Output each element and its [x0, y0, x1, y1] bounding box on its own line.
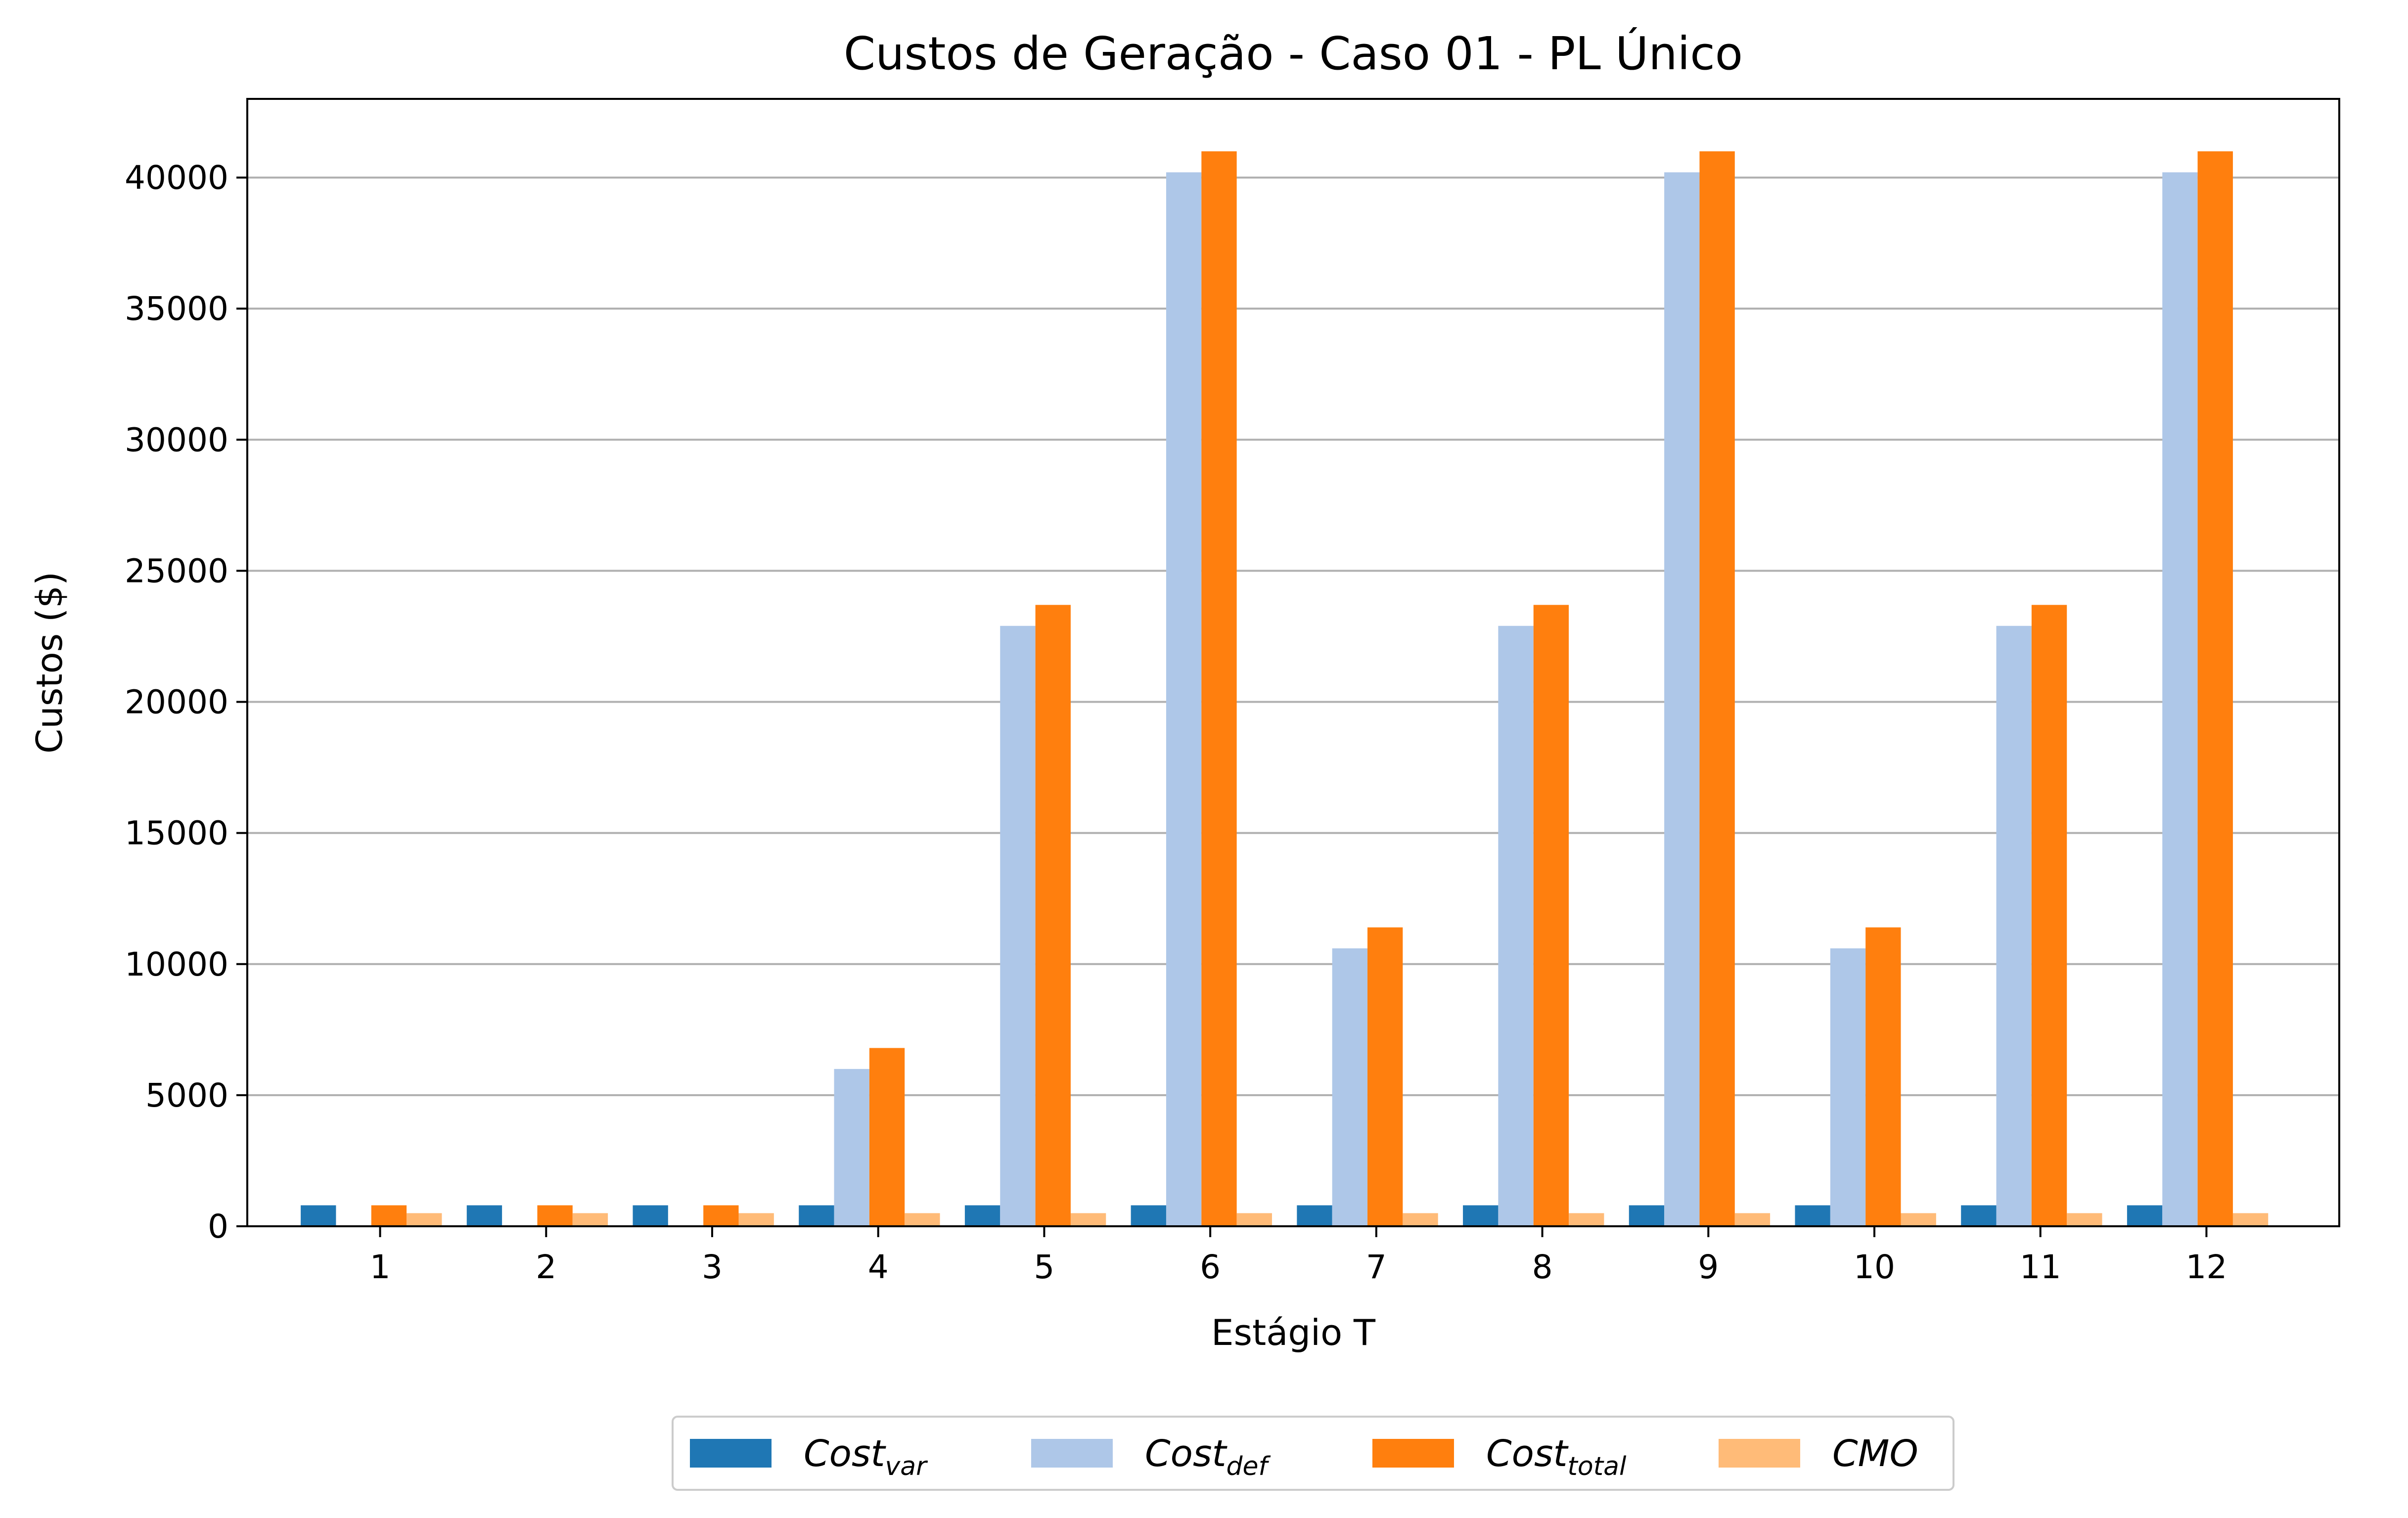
- bar-cmo-2: [572, 1213, 608, 1226]
- y-tick-label: 35000: [125, 290, 228, 328]
- bar-def-5: [1000, 625, 1036, 1226]
- bar-var-11: [1961, 1205, 1997, 1226]
- y-tick-label: 0: [208, 1207, 228, 1246]
- legend-label: Costdef: [1145, 1432, 1271, 1481]
- bar-var-2: [466, 1205, 502, 1226]
- legend-label: Costtotal: [1486, 1432, 1627, 1481]
- bar-def-4: [834, 1069, 869, 1226]
- bar-total-9: [1699, 151, 1735, 1227]
- x-axis-label: Estágio T: [1211, 1312, 1376, 1353]
- bar-cmo-6: [1236, 1213, 1272, 1226]
- bar-total-4: [869, 1048, 905, 1226]
- bar-var-6: [1131, 1205, 1166, 1226]
- legend-swatch: [1719, 1439, 1800, 1468]
- y-axis-label: Custos ($): [29, 572, 70, 754]
- y-tick-label: 10000: [125, 945, 228, 983]
- legend-swatch: [1031, 1439, 1113, 1468]
- bar-cmo-3: [738, 1213, 774, 1226]
- bar-cmo-11: [2067, 1213, 2102, 1226]
- bar-cmo-9: [1734, 1213, 1771, 1226]
- legend-box: [672, 1416, 1954, 1491]
- bar-cmo-12: [2232, 1213, 2269, 1226]
- bar-def-8: [1498, 625, 1534, 1226]
- grid-lines: [247, 177, 2339, 1096]
- bar-def-10: [1830, 948, 1866, 1226]
- legend-swatch: [1372, 1439, 1454, 1468]
- bar-cmo-7: [1403, 1213, 1438, 1226]
- bar-def-11: [1996, 625, 2032, 1226]
- bar-var-5: [964, 1205, 1000, 1226]
- bars: [301, 151, 2269, 1227]
- bar-total-11: [2031, 605, 2067, 1226]
- x-tick-label: 6: [1200, 1248, 1221, 1286]
- x-tick-label: 2: [536, 1248, 556, 1286]
- legend-label: Costvar: [804, 1432, 928, 1481]
- bar-total-5: [1035, 605, 1071, 1226]
- x-tick-label: 3: [702, 1248, 723, 1286]
- x-tick-label: 9: [1698, 1248, 1719, 1286]
- bar-var-10: [1795, 1205, 1830, 1226]
- y-tick-label: 5000: [145, 1076, 228, 1115]
- legend-swatch: [690, 1439, 772, 1468]
- bar-total-2: [537, 1205, 573, 1226]
- bar-def-12: [2162, 172, 2198, 1227]
- x-tick-label: 5: [1034, 1248, 1054, 1286]
- chart-title: Custos de Geração - Caso 01 - PL Único: [844, 26, 1743, 80]
- bar-total-12: [2197, 151, 2233, 1227]
- plot-frame: [246, 98, 2340, 1227]
- bar-var-12: [2127, 1205, 2163, 1226]
- x-tick-label: 11: [2020, 1248, 2061, 1286]
- bar-total-7: [1367, 927, 1403, 1226]
- x-tick-label: 7: [1366, 1248, 1387, 1286]
- bar-var-9: [1629, 1205, 1665, 1226]
- bar-def-9: [1664, 172, 1700, 1227]
- bar-total-1: [371, 1205, 407, 1226]
- y-tick-label: 15000: [125, 814, 228, 852]
- y-tick-label: 25000: [125, 552, 228, 590]
- x-tick-label: 1: [370, 1248, 391, 1286]
- bar-cmo-10: [1901, 1213, 1936, 1226]
- legend-label: CMO: [1832, 1432, 1918, 1475]
- bar-var-8: [1463, 1205, 1499, 1226]
- bar-cmo-4: [905, 1213, 940, 1226]
- bar-total-6: [1201, 151, 1237, 1227]
- bar-var-1: [301, 1205, 336, 1226]
- bar-var-7: [1297, 1205, 1332, 1226]
- legend: Costvar Costdef Costtotal CMO: [672, 1416, 1954, 1491]
- bar-var-3: [633, 1205, 668, 1226]
- x-tick-label: 8: [1532, 1248, 1553, 1286]
- x-axis-ticks: 1 2 3 4 5 6 7 8 9 10 11 12: [370, 1226, 2227, 1286]
- y-tick-label: 20000: [125, 683, 228, 721]
- y-tick-label: 30000: [125, 421, 228, 459]
- bar-total-3: [703, 1205, 739, 1226]
- bar-cmo-8: [1569, 1213, 1604, 1226]
- bar-total-10: [1865, 927, 1901, 1226]
- x-tick-label: 12: [2185, 1248, 2227, 1286]
- x-tick-label: 4: [868, 1248, 889, 1286]
- bar-cmo-1: [407, 1213, 442, 1226]
- bar-total-8: [1533, 605, 1569, 1226]
- bar-var-4: [799, 1205, 834, 1226]
- y-tick-label: 40000: [125, 159, 228, 197]
- bar-cmo-5: [1070, 1213, 1106, 1226]
- bar-def-7: [1332, 948, 1368, 1226]
- y-axis-ticks: 0 5000 10000 15000 20000 25000 30000 35000 40000: [125, 159, 247, 1246]
- bar-def-6: [1166, 172, 1202, 1227]
- x-tick-label: 10: [1854, 1248, 1895, 1286]
